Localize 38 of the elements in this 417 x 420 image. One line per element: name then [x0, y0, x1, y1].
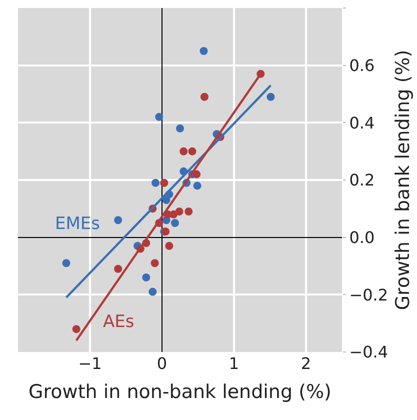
point — [193, 182, 202, 190]
point — [266, 92, 275, 101]
point — [175, 208, 184, 216]
y-tick-label: −0.2 — [349, 285, 388, 304]
series-label: EMEs — [55, 214, 100, 234]
point — [72, 325, 80, 334]
point — [155, 112, 164, 121]
series-label: AEs — [103, 312, 134, 332]
point — [62, 259, 70, 268]
y-tick-label: −0.4 — [349, 342, 388, 362]
x-axis-title: Growth in non-bank lending (%) — [28, 380, 332, 403]
point — [114, 216, 122, 224]
point — [188, 147, 196, 156]
y-tick-label: 0.4 — [349, 113, 375, 132]
point — [165, 242, 174, 250]
point — [152, 178, 160, 187]
point — [200, 92, 208, 101]
x-tick-label: 2 — [300, 354, 312, 373]
point — [170, 210, 178, 218]
y-axis-title: Growth in bank lending (%) — [392, 50, 414, 310]
point — [192, 170, 201, 178]
y-tick-label: 0.2 — [349, 170, 375, 190]
point — [142, 273, 150, 282]
x-tick-label: 0 — [156, 354, 168, 373]
point — [160, 178, 168, 187]
y-tick-label: 0.6 — [349, 56, 375, 75]
point — [200, 47, 208, 55]
point — [176, 124, 184, 132]
point — [114, 264, 122, 273]
point — [170, 219, 179, 227]
point — [180, 147, 188, 156]
point — [150, 259, 159, 268]
point — [162, 196, 170, 204]
y-tick-label: 0.0 — [349, 228, 375, 247]
x-tick-label: −1 — [78, 354, 102, 373]
point — [148, 288, 157, 296]
point — [184, 208, 193, 216]
x-tick-label: 1 — [228, 354, 240, 373]
